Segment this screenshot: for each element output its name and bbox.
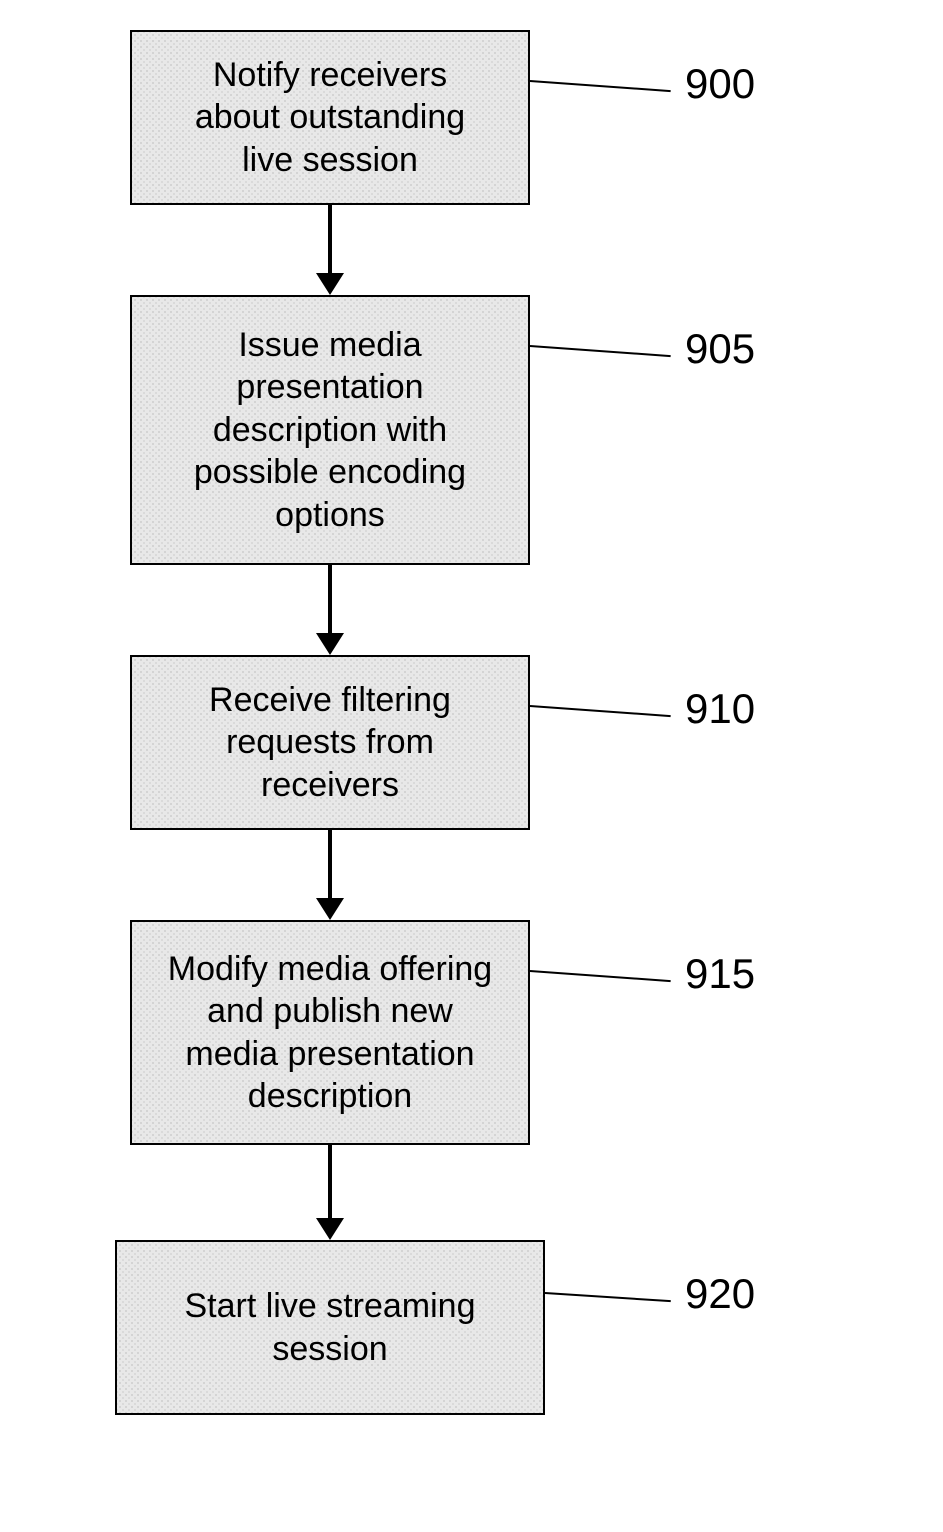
- node-text: Notify receivers about outstanding live …: [195, 54, 465, 182]
- flow-node: Issue media presentation description wit…: [130, 295, 530, 565]
- flow-node: Modify media offering and publish new me…: [130, 920, 530, 1145]
- leader-line: [530, 970, 671, 982]
- node-label: 905: [685, 325, 755, 373]
- node-label: 920: [685, 1270, 755, 1318]
- node-text: Receive filtering requests from receiver…: [209, 679, 451, 807]
- flow-edge: [328, 830, 332, 898]
- flow-edge: [328, 565, 332, 633]
- leader-line: [530, 80, 671, 92]
- arrowhead-icon: [316, 1218, 344, 1240]
- node-text: Issue media presentation description wit…: [194, 324, 466, 537]
- flow-edge: [328, 205, 332, 273]
- arrowhead-icon: [316, 633, 344, 655]
- arrowhead-icon: [316, 273, 344, 295]
- flow-node: Start live streaming session: [115, 1240, 545, 1415]
- leader-line: [530, 345, 671, 357]
- leader-line: [530, 705, 671, 717]
- flow-node: Receive filtering requests from receiver…: [130, 655, 530, 830]
- node-label: 910: [685, 685, 755, 733]
- arrowhead-icon: [316, 898, 344, 920]
- flow-node: Notify receivers about outstanding live …: [130, 30, 530, 205]
- node-text: Modify media offering and publish new me…: [168, 948, 492, 1118]
- node-text: Start live streaming session: [185, 1285, 476, 1370]
- node-label: 900: [685, 60, 755, 108]
- flow-edge: [328, 1145, 332, 1218]
- leader-line: [545, 1292, 671, 1302]
- node-label: 915: [685, 950, 755, 998]
